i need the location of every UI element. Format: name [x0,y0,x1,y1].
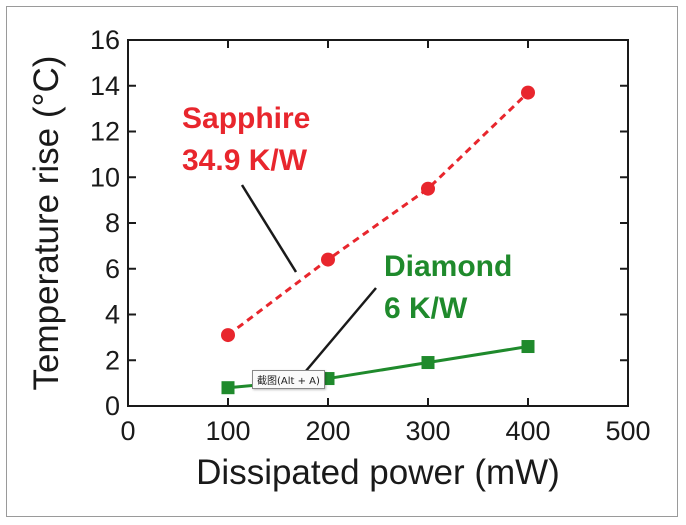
x-tick-label: 400 [505,416,550,446]
y-tick-label: 8 [105,208,120,238]
data-point-diamond [221,381,235,395]
x-axis-title: Dissipated power (mW) [196,453,560,492]
y-tick-label: 16 [90,25,120,55]
plot-area [127,39,629,407]
data-point-diamond [421,356,435,370]
y-tick-label: 4 [105,300,120,330]
y-tick-label: 12 [90,117,120,147]
y-axis-title: Temperature rise (°C) [27,56,66,391]
x-tick-label: 500 [605,416,650,446]
data-point-sapphire [221,328,235,343]
annotation-value: 34.9 K/W [182,144,308,177]
screenshot-tooltip: 截图(Alt + A) [252,370,325,389]
data-point-sapphire [521,85,535,100]
y-axis-ticks: 0 2 4 6 8 10 12 14 16 [90,25,628,421]
x-tick-label: 0 [120,416,135,446]
annotation-label: Diamond [384,250,512,283]
annotation-leader-line [240,184,298,273]
data-point-diamond [521,340,535,354]
y-tick-label: 14 [90,71,120,101]
x-axis-ticks: 0 100 200 300 400 500 [120,40,651,446]
annotation-label: Sapphire [182,102,310,135]
figure-frame [6,6,678,517]
series-line-sapphire [227,91,530,337]
y-tick-label: 10 [90,162,120,192]
data-point-sapphire [321,252,335,267]
x-tick-label: 100 [205,416,250,446]
annotation-value: 6 K/W [384,292,468,325]
annotation-leader-line [299,287,377,379]
y-tick-label: 6 [105,254,120,284]
x-tick-label: 300 [405,416,450,446]
annotation-layer: Sapphire 34.9 K/W Diamond 6 K/W [182,102,512,379]
x-tick-label: 200 [305,416,350,446]
data-point-sapphire [421,181,435,196]
y-tick-label: 0 [105,391,120,421]
y-tick-label: 2 [105,345,120,375]
